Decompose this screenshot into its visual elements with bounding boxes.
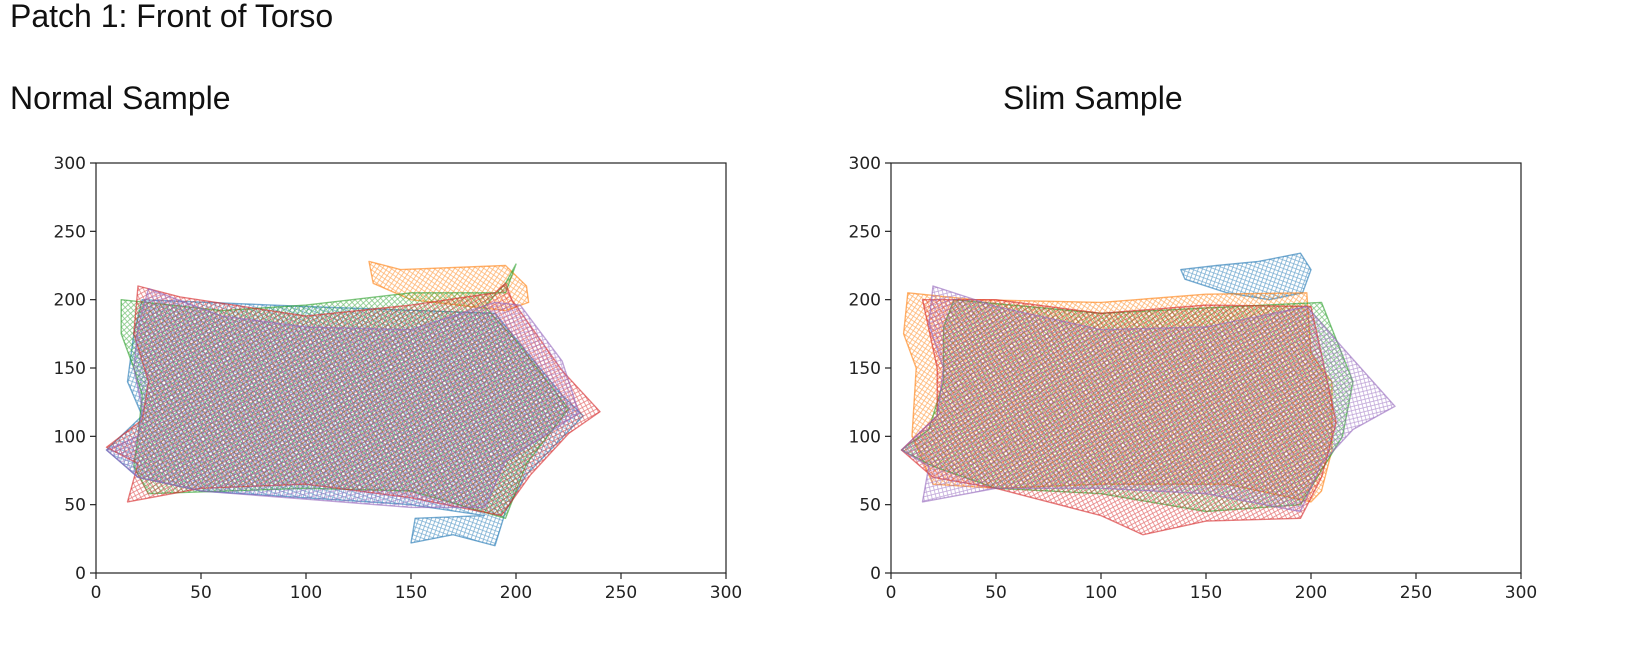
x-tick-label: 100 <box>290 583 322 603</box>
point-clouds <box>900 252 1396 536</box>
point-cloud-series-5 <box>105 288 580 509</box>
y-tick-label: 100 <box>54 427 86 447</box>
chart-title-slim: Slim Sample <box>1003 80 1183 116</box>
y-tick-label: 150 <box>54 359 86 379</box>
x-tick-label: 0 <box>886 583 897 603</box>
y-tick-label: 200 <box>849 291 881 311</box>
point-cloud-series-5 <box>900 285 1396 513</box>
y-tick-label: 0 <box>870 564 881 584</box>
y-tick-label: 100 <box>849 427 881 447</box>
y-tick-label: 150 <box>849 359 881 379</box>
x-tick-label: 50 <box>985 583 1007 603</box>
x-tick-label: 150 <box>395 583 427 603</box>
x-tick-label: 200 <box>1295 583 1327 603</box>
y-tick-label: 50 <box>64 496 86 516</box>
x-tick-label: 300 <box>710 583 742 603</box>
x-tick-label: 150 <box>1190 583 1222 603</box>
x-tick-label: 200 <box>500 583 532 603</box>
y-tick-label: 250 <box>849 222 881 242</box>
y-tick-label: 300 <box>54 154 86 174</box>
point-clouds <box>105 260 601 547</box>
y-tick-label: 250 <box>54 222 86 242</box>
point-cloud-series-1 <box>1180 252 1312 301</box>
scatter-plot-slim: 0 50 100 150 200 250 300 0 50 100 150 200 250 300 <box>849 154 1538 603</box>
scatter-plot-normal: 0 50 100 150 200 250 300 0 50 100 150 200 250 300 <box>54 154 743 603</box>
x-tick-label: 250 <box>1400 583 1432 603</box>
y-tick-label: 200 <box>54 291 86 311</box>
y-tick-label: 50 <box>859 496 881 516</box>
chart-title-normal: Normal Sample <box>10 80 231 116</box>
y-tick-label: 0 <box>75 564 86 584</box>
x-tick-label: 0 <box>91 583 102 603</box>
page-title: Patch 1: Front of Torso <box>10 0 334 34</box>
x-tick-label: 300 <box>1505 583 1537 603</box>
x-tick-label: 50 <box>190 583 212 603</box>
x-tick-label: 100 <box>1085 583 1117 603</box>
y-tick-label: 300 <box>849 154 881 174</box>
x-tick-label: 250 <box>605 583 637 603</box>
